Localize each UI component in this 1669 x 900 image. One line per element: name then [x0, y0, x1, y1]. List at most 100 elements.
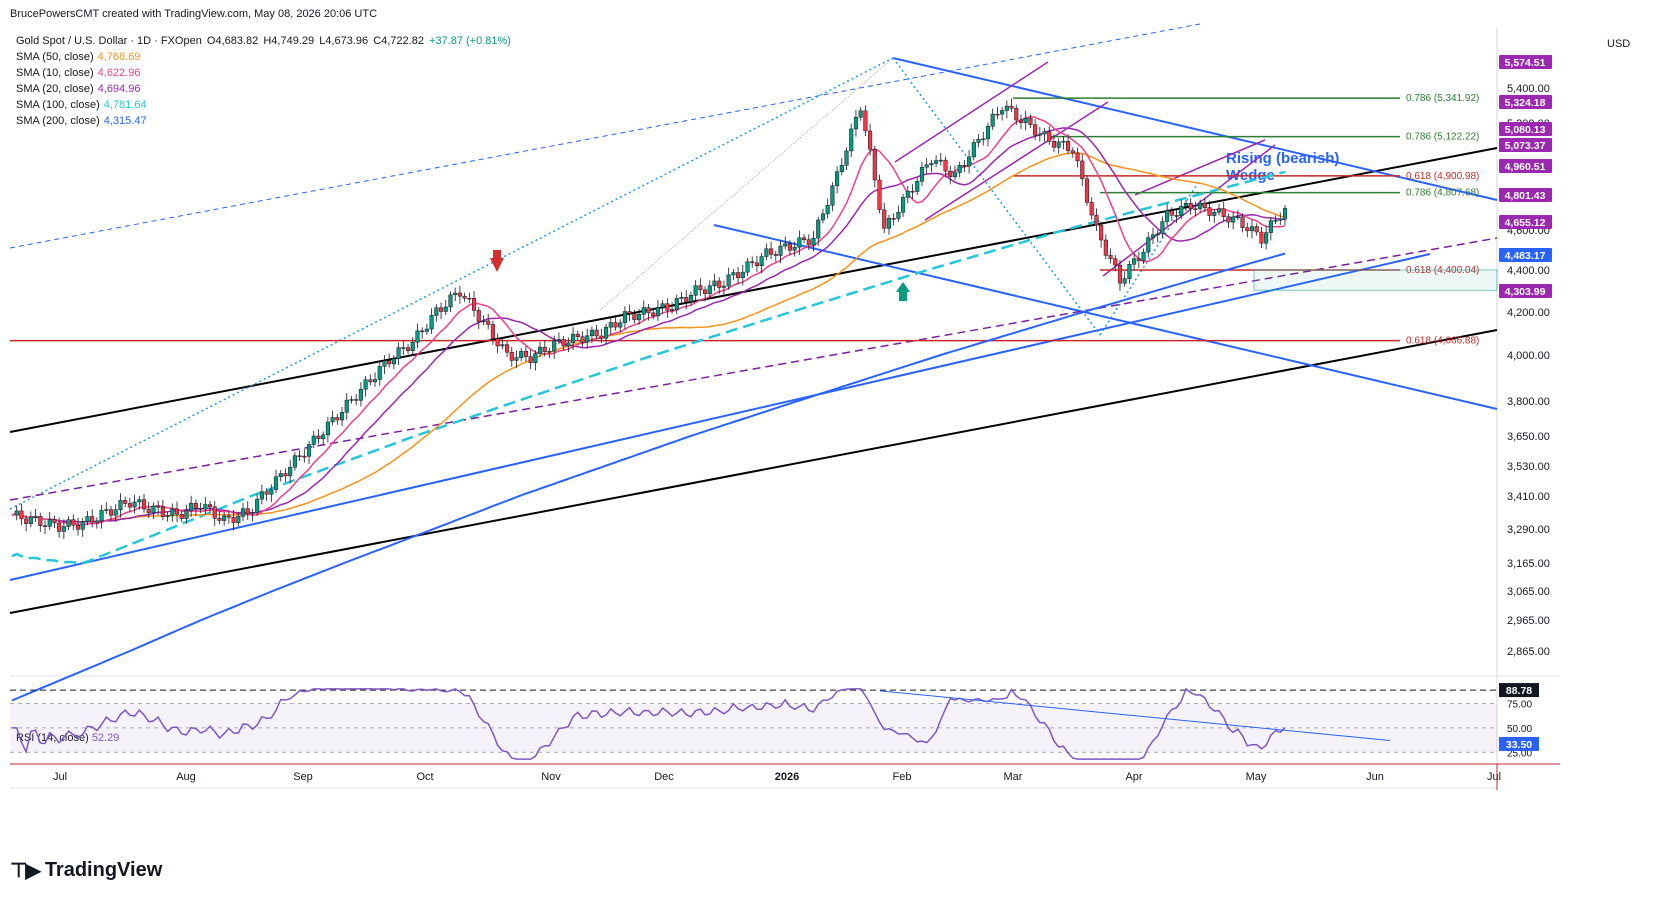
candle-body: [670, 309, 675, 311]
candle-body: [52, 519, 57, 524]
candle-body: [1033, 124, 1038, 136]
price-badge-text: 4,960.51: [1505, 161, 1546, 173]
candle-body: [132, 501, 137, 508]
sma-legend-row[interactable]: SMA (20, close) 4,694.96: [16, 81, 513, 97]
rsi-badge-text: 88.78: [1506, 685, 1532, 697]
chart-header: BrucePowersCMT created with TradingView.…: [10, 8, 378, 20]
price-tick-label: 3,290.00: [1507, 524, 1550, 536]
candle-body: [1221, 208, 1226, 217]
sma-label: SMA (50, close): [16, 51, 94, 63]
candle-body: [490, 324, 495, 339]
dotted-rise-line: [1099, 179, 1201, 336]
candle-body: [1160, 221, 1165, 235]
candle-body: [721, 285, 726, 288]
candle-body: [123, 500, 128, 504]
candle-body: [646, 307, 651, 314]
candle-body: [802, 237, 807, 240]
price-badge: [1499, 215, 1552, 229]
candle-body: [387, 360, 392, 365]
candle-body: [405, 347, 411, 351]
candle-body: [589, 329, 594, 337]
price-badge: [1499, 188, 1552, 202]
candle-body: [240, 508, 246, 517]
rsi-tick-label: 50.00: [1507, 724, 1532, 735]
candle-body: [193, 502, 198, 509]
candle-body: [750, 261, 755, 264]
sma-legend-row[interactable]: SMA (200, close) 4,315.47: [16, 113, 513, 129]
candle-body: [1066, 140, 1071, 152]
candle-body: [1245, 227, 1250, 232]
candle-body: [806, 239, 811, 246]
candle-body: [1235, 216, 1240, 219]
rsi-value: 52.29: [91, 732, 120, 744]
candle-body: [985, 126, 991, 140]
candle-body: [1122, 278, 1127, 284]
candle-body: [523, 350, 528, 357]
candle-body: [1089, 202, 1094, 216]
candle-body: [736, 272, 741, 278]
candle-body: [108, 509, 114, 516]
rsi-legend: RSI (14, close) 52.29: [16, 732, 119, 744]
price-tick-label: 4,000.00: [1507, 350, 1550, 362]
candle-body: [745, 261, 750, 273]
candle-body: [438, 307, 444, 312]
candle-body: [1061, 140, 1066, 143]
candle-body: [283, 473, 288, 477]
candle-body: [797, 237, 802, 248]
candle-body: [1268, 220, 1273, 233]
currency-label[interactable]: USD: [1607, 38, 1631, 50]
rsi-label[interactable]: RSI (14, close): [16, 732, 89, 744]
price-badge-text: 5,073.37: [1505, 140, 1546, 152]
symbol-title[interactable]: Gold Spot / U.S. Dollar · 1D · FXOpen: [16, 35, 202, 47]
candle-body: [1099, 224, 1104, 241]
sma-legend-row[interactable]: SMA (50, close) 4,768.69: [16, 49, 513, 65]
sma-label: SMA (20, close): [16, 83, 94, 95]
sma-label: SMA (10, close): [16, 67, 94, 79]
chart-legend: Gold Spot / U.S. Dollar · 1D · FXOpen O4…: [16, 33, 513, 129]
candle-body: [740, 271, 745, 278]
candle-body: [47, 519, 52, 527]
median-line-purple: [9, 237, 1498, 501]
candle-body: [660, 303, 665, 308]
candle-body: [269, 489, 274, 495]
sma-legend-row[interactable]: SMA (10, close) 4,622.96: [16, 65, 513, 81]
candle-body: [420, 330, 425, 333]
candle-body: [372, 379, 378, 383]
candle-body: [1254, 226, 1259, 233]
sma-value: 4,694.96: [97, 83, 141, 95]
ohlc-high: H4,749.29: [263, 35, 315, 47]
candle-body: [1023, 117, 1028, 123]
price-badge-text: 5,574.51: [1505, 57, 1546, 69]
candle-body: [528, 356, 533, 364]
candle-body: [896, 211, 901, 219]
candle-body: [981, 138, 986, 141]
candle-body: [820, 213, 825, 221]
tradingview-logo[interactable]: ⊤▶ TradingView: [10, 858, 162, 883]
sma-legend-row[interactable]: SMA (100, close) 4,781.64: [16, 97, 513, 113]
time-tick-label: Mar: [1004, 771, 1023, 783]
candle-body: [146, 508, 151, 513]
candle-body: [434, 307, 439, 316]
candle-body: [863, 110, 868, 132]
candle-body: [245, 508, 250, 514]
candle-body: [604, 326, 609, 339]
candle-body: [104, 509, 109, 511]
candle-body: [651, 312, 656, 317]
candle-body: [995, 113, 1000, 116]
candle-body: [1146, 237, 1151, 253]
candle-body: [769, 248, 774, 255]
candle-body: [787, 243, 792, 251]
candle-body: [170, 508, 175, 516]
candle-body: [415, 330, 420, 343]
candle-body: [1018, 119, 1024, 123]
sma10-line: [11, 115, 1286, 526]
candle-body: [311, 435, 316, 445]
candle-body: [94, 520, 99, 523]
price-tick-label: 2,865.00: [1507, 646, 1550, 658]
candle-body: [75, 524, 81, 530]
candle-body: [306, 444, 312, 457]
candle-body: [547, 350, 552, 353]
candle-body: [344, 399, 349, 413]
candle-body: [811, 237, 816, 246]
